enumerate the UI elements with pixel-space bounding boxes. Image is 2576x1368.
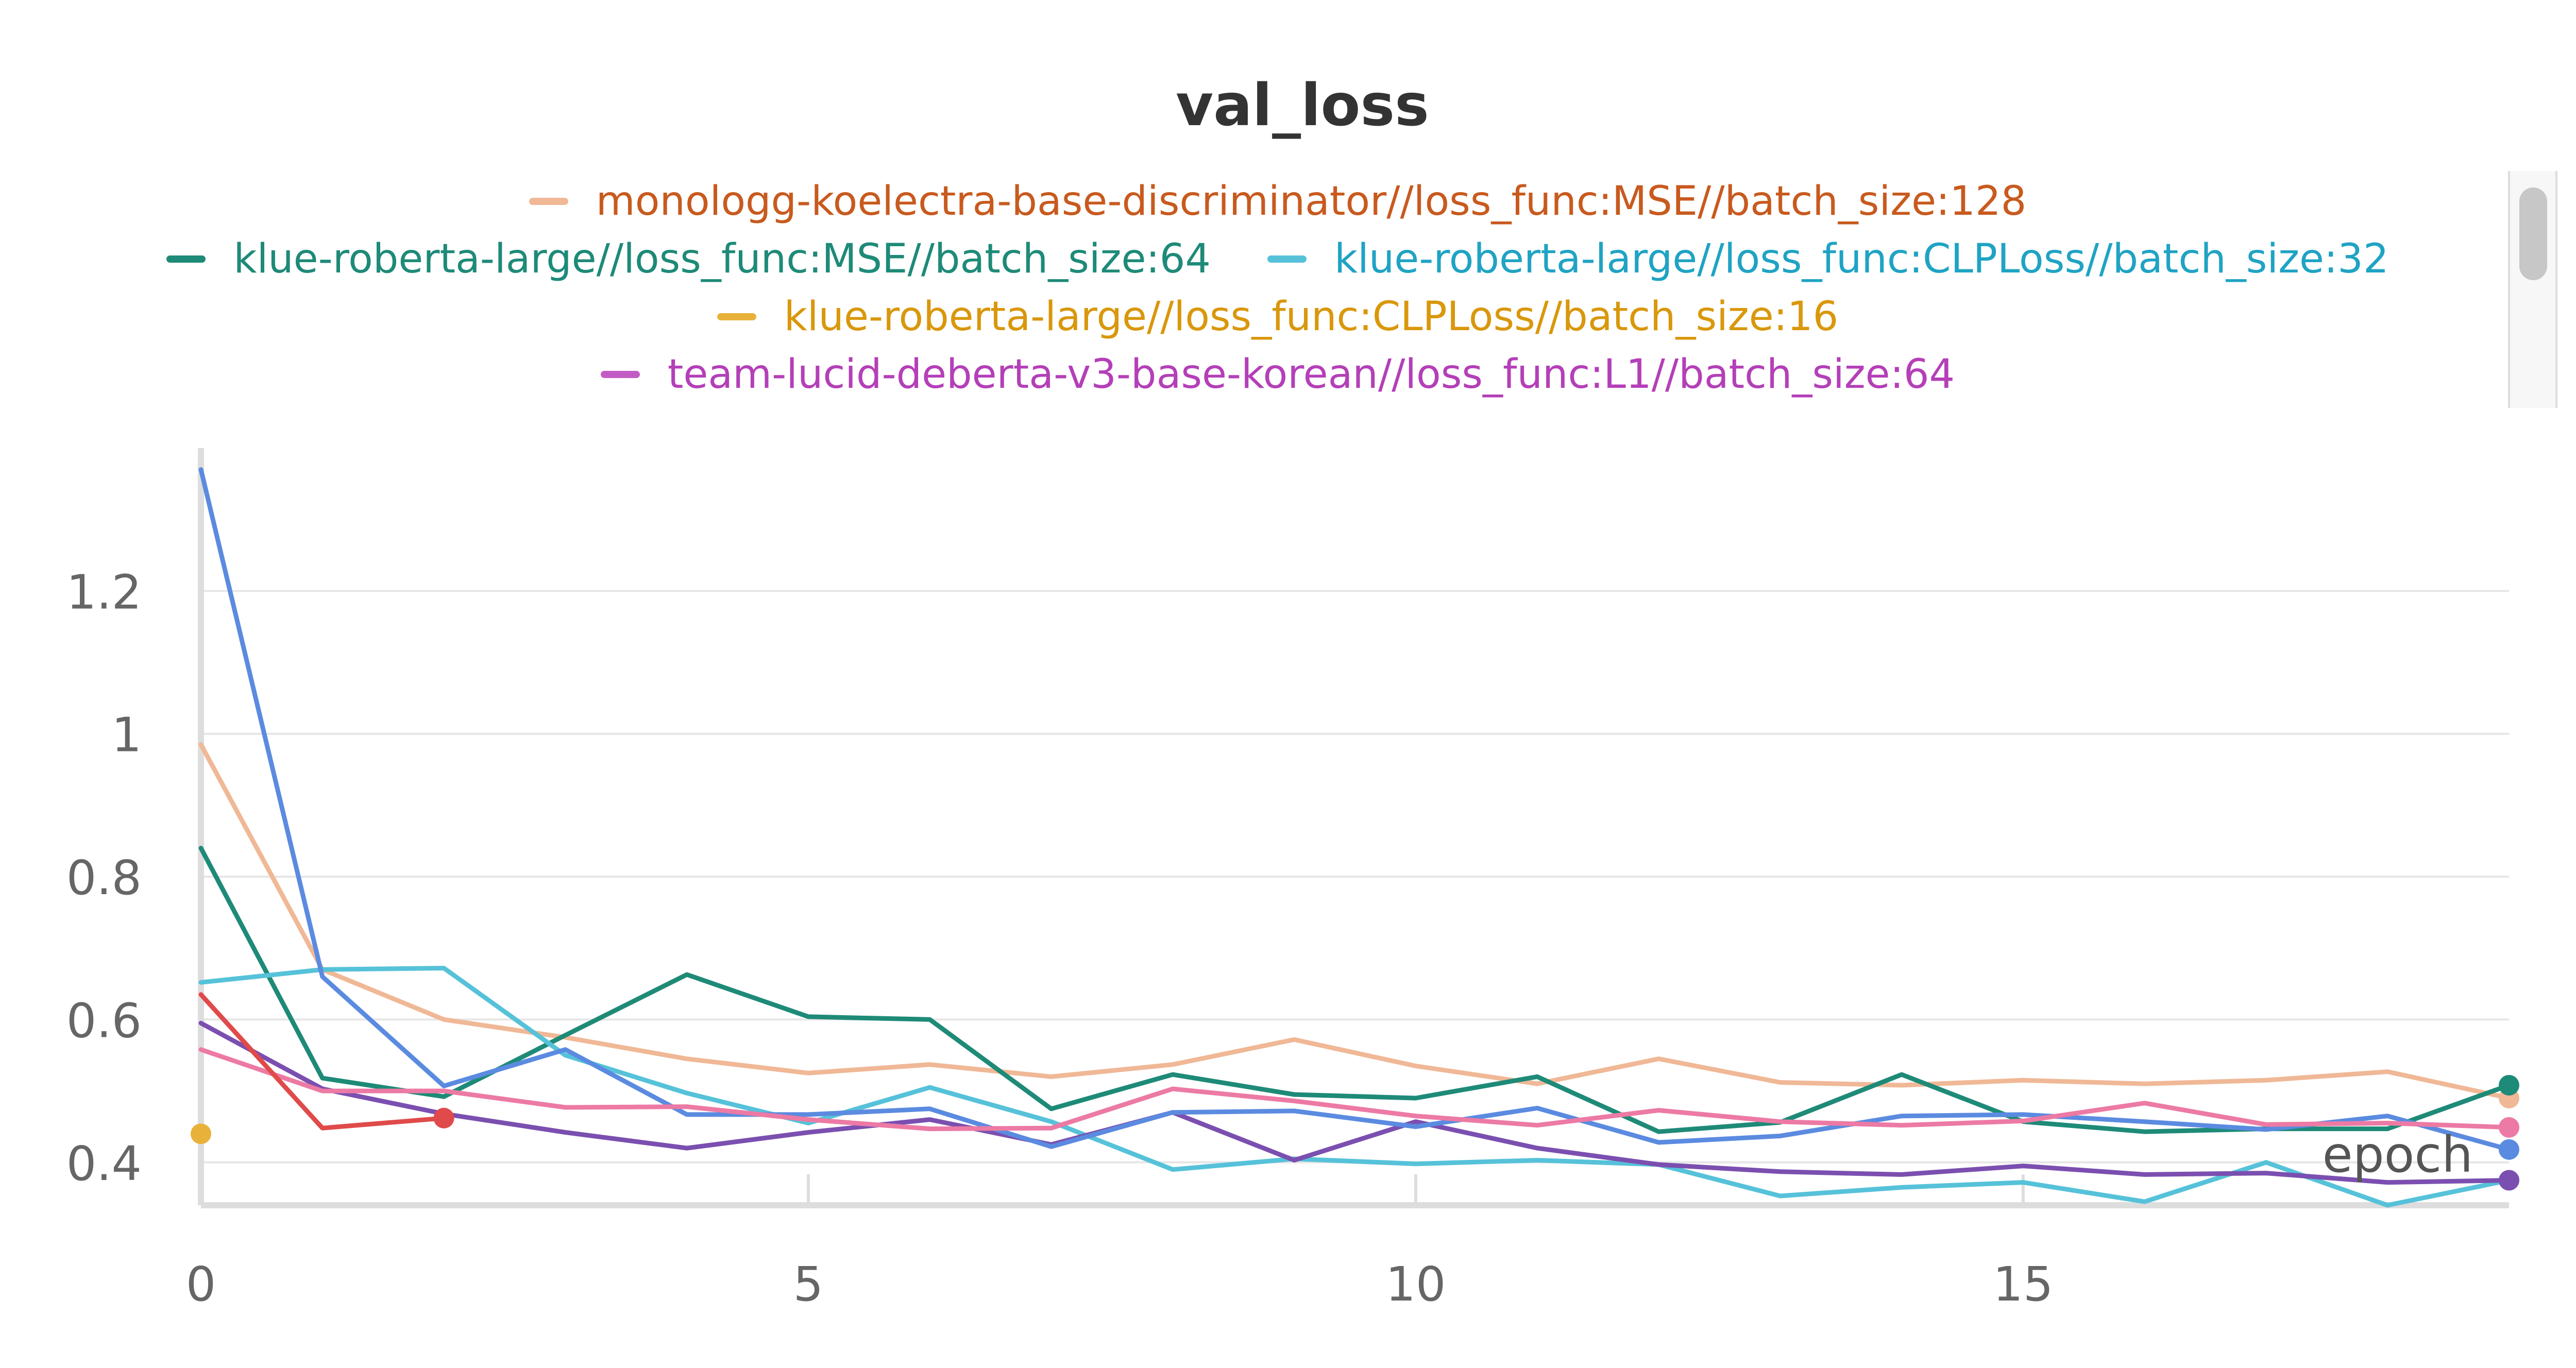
grid-layer bbox=[201, 590, 2509, 1164]
series-endpoint-marker bbox=[2499, 1117, 2519, 1138]
series-line bbox=[198, 467, 2512, 1152]
legend-item[interactable]: team-lucid-deberta-v3-base-korean//loss_… bbox=[600, 351, 1955, 398]
y-tick-label: 0.6 bbox=[66, 993, 142, 1048]
series-line bbox=[198, 992, 447, 1131]
y-tick-label: 1 bbox=[111, 708, 142, 763]
series-line bbox=[198, 1047, 2512, 1132]
legend-item[interactable]: klue-roberta-large//loss_func:MSE//batch… bbox=[166, 236, 1211, 282]
series-layer bbox=[198, 467, 2512, 1208]
y-tick-label: 0.8 bbox=[66, 850, 142, 905]
series-endpoint-marker bbox=[2499, 1170, 2519, 1191]
legend-swatch bbox=[529, 198, 568, 205]
legend-swatch bbox=[600, 371, 640, 378]
legend-row: klue-roberta-large//loss_func:CLPLoss//b… bbox=[62, 288, 2494, 346]
x-tick-label: 10 bbox=[1385, 1257, 1446, 1312]
legend-row: klue-roberta-large//loss_func:MSE//batch… bbox=[62, 230, 2494, 288]
legend-swatch bbox=[717, 313, 756, 320]
series-line bbox=[198, 1020, 2512, 1185]
series-endpoint-marker bbox=[2499, 1139, 2519, 1160]
legend-scrollbar[interactable] bbox=[2508, 171, 2557, 408]
series-line bbox=[198, 846, 2512, 1134]
legend-row: team-lucid-deberta-v3-base-korean//loss_… bbox=[62, 346, 2494, 403]
series-endpoint-marker bbox=[433, 1107, 454, 1128]
legend-item[interactable]: klue-roberta-large//loss_func:CLPLoss//b… bbox=[717, 294, 1839, 340]
legend-label: klue-roberta-large//loss_func:CLPLoss//b… bbox=[784, 294, 1839, 340]
x-axis-label: epoch bbox=[2323, 1126, 2473, 1184]
x-tick-label: 0 bbox=[186, 1257, 216, 1312]
x-tick-label: 15 bbox=[1993, 1257, 2053, 1312]
legend-swatch bbox=[166, 255, 206, 263]
y-tick-label: 1.2 bbox=[66, 565, 142, 620]
series-endpoint-marker bbox=[191, 1123, 211, 1144]
axis-layer: 0.4 0.6 0.8 1 1.2 0 5 10 15 bbox=[66, 448, 2509, 1312]
legend: monologg-koelectra-base-discriminator//l… bbox=[62, 173, 2494, 409]
legend-label: klue-roberta-large//loss_func:MSE//batch… bbox=[233, 236, 1211, 282]
legend-label: monologg-koelectra-base-discriminator//l… bbox=[596, 178, 2027, 225]
legend-item[interactable]: monologg-koelectra-base-discriminator//l… bbox=[529, 178, 2026, 225]
marker-layer bbox=[191, 1075, 2519, 1191]
legend-swatch bbox=[1267, 255, 1307, 263]
x-tick-label: 5 bbox=[793, 1257, 824, 1312]
legend-label: klue-roberta-large//loss_func:CLPLoss//b… bbox=[1334, 236, 2389, 282]
series-endpoint-marker bbox=[2499, 1075, 2519, 1096]
y-tick-label: 0.4 bbox=[66, 1136, 142, 1191]
series-line bbox=[198, 742, 2512, 1101]
chart-title: val_loss bbox=[1176, 72, 1429, 139]
series-line bbox=[198, 966, 2512, 1208]
legend-row: monologg-koelectra-base-discriminator//l… bbox=[62, 173, 2494, 230]
legend-label: team-lucid-deberta-v3-base-korean//loss_… bbox=[667, 351, 1955, 398]
legend-scrollbar-thumb[interactable] bbox=[2519, 187, 2547, 280]
legend-item[interactable]: klue-roberta-large//loss_func:CLPLoss//b… bbox=[1267, 236, 2389, 282]
